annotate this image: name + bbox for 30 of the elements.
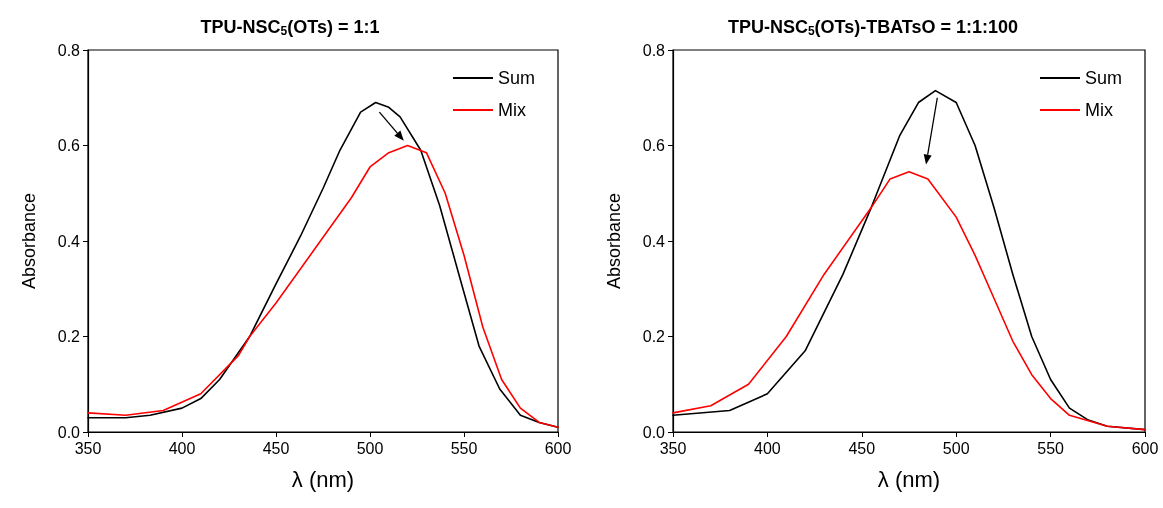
x-tick-label: 450 [848,439,876,457]
y-tick-label: 0.6 [57,137,81,154]
y-tick-label: 0.2 [57,328,81,345]
legend-label: Mix [497,100,526,120]
legend-label: Sum [1084,68,1122,88]
x-tick-label: 550 [1037,439,1065,457]
legend-label: Mix [1084,100,1113,120]
y-axis-title: Absorbance [604,192,624,290]
x-tick-label: 500 [356,439,384,457]
x-tick-label: 600 [1131,439,1159,457]
x-tick-label: 350 [659,439,687,457]
x-tick-label: 400 [754,439,781,457]
y-tick-label: 0.8 [642,41,666,59]
y-axis-title: Absorbance [19,192,39,290]
y-tick-label: 0.2 [642,328,666,345]
x-axis-title: λ (nm) [877,466,941,492]
y-tick-label: 0.0 [57,423,81,441]
x-tick-label: 600 [544,439,572,457]
x-tick-label: 500 [942,439,970,457]
x-tick-label: 550 [450,439,478,457]
x-axis-title: λ (nm) [291,466,355,492]
y-tick-label: 0.8 [57,41,81,59]
x-tick-label: 400 [168,439,196,457]
y-tick-label: 0.4 [642,232,666,250]
legend-label: Sum [497,68,535,88]
y-tick-label: 0.0 [642,423,666,441]
x-tick-label: 450 [262,439,290,457]
x-tick-label: 350 [74,439,102,457]
y-tick-label: 0.6 [642,137,666,154]
y-tick-label: 0.4 [57,232,81,250]
